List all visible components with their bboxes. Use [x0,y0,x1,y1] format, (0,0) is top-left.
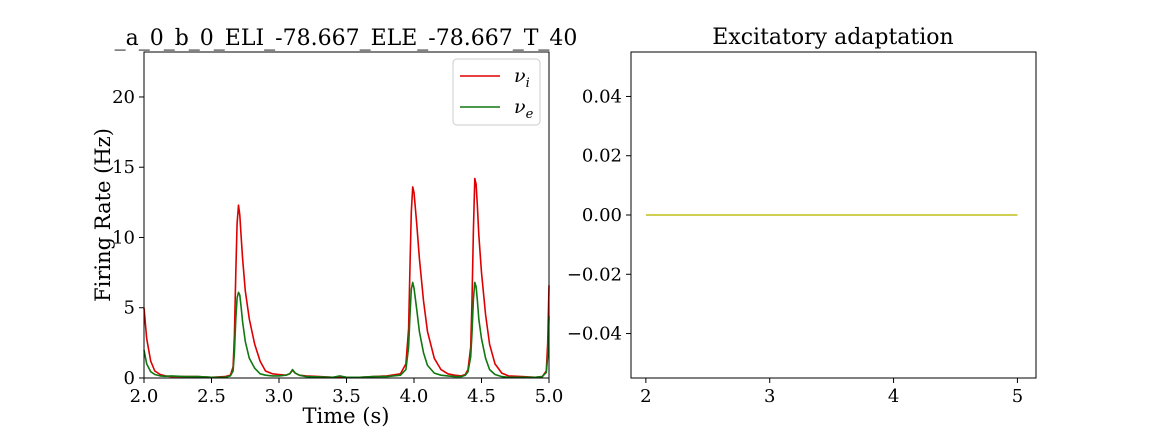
firing-rate-xtick-label: 5.0 [535,386,564,407]
adaptation-ytick-label: −0.02 [567,264,622,285]
firing-rate-title: _a_0_b_0_ELI_-78.667_ELE_-78.667_T_40 [115,26,578,51]
firing-rate-xtick-label: 4.0 [400,386,429,407]
adaptation-title: Excitatory adaptation [712,25,953,50]
firing-rate-ytick-label: 5 [124,298,135,319]
firing-rate-series-line-1 [143,281,550,379]
adaptation-ytick-label: 0.00 [582,205,622,226]
firing-rate-ytick-label: 15 [112,157,135,178]
firing-rate-xtick-label: 3.5 [332,386,361,407]
adaptation-xtick-label: 5 [1012,386,1023,407]
legend-label-nu-i: νi [514,65,530,91]
adaptation-ytick-label: 0.02 [582,146,622,167]
firing-rate-series [143,177,550,379]
firing-rate-plot-frame [143,51,550,379]
adaptation-ytick-label: 0.04 [582,86,622,107]
firing-rate-ytick-label: 0 [124,368,135,389]
adaptation-plot-frame [630,51,1037,379]
firing-rate-ytick-label: 20 [112,87,135,108]
firing-rate-xtick-label: 2.5 [197,386,226,407]
adaptation-ticks: 2 3 4 5 0.04 0.02 0.00 −0.02 −0.04 [567,86,1023,407]
firing-rate-ytick-label: 10 [112,227,135,248]
firing-rate-xtick-label: 2.0 [130,386,159,407]
firing-rate-ylabel: Firing Rate (Hz) [91,128,115,302]
legend-label-nu-e: νe [514,96,534,122]
firing-rate-series-line-0 [143,177,550,379]
adaptation-xtick-label: 4 [888,386,899,407]
firing-rate-xlabel: Time (s) [303,404,390,428]
adaptation-xtick-label: 3 [764,386,775,407]
adaptation-panel: Excitatory adaptation 2 3 4 5 0.04 0.02 0.00 −0… [567,25,1037,407]
firing-rate-panel: _a_0_b_0_ELI_-78.667_ELE_-78.667_T_40 Ti… [91,26,577,428]
adaptation-xtick-label: 2 [640,386,651,407]
adaptation-ytick-label: −0.04 [567,324,622,345]
firing-rate-ticks: 2.0 2.5 3.0 3.5 4.0 4.5 5.0 0 5 10 15 20 [112,87,563,407]
firing-rate-xtick-label: 4.5 [467,386,496,407]
firing-rate-xtick-label: 3.0 [265,386,294,407]
legend: νi νe [452,58,541,126]
